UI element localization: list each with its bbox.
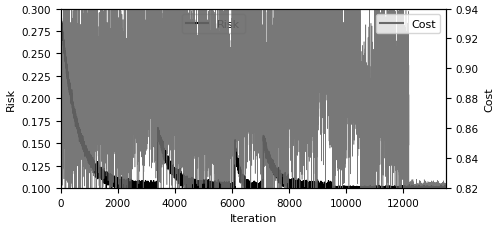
Y-axis label: Risk: Risk <box>6 87 16 110</box>
X-axis label: Iteration: Iteration <box>230 213 277 224</box>
Legend: Cost: Cost <box>376 15 440 34</box>
Y-axis label: Cost: Cost <box>484 87 494 111</box>
Legend: Risk: Risk <box>182 15 245 34</box>
